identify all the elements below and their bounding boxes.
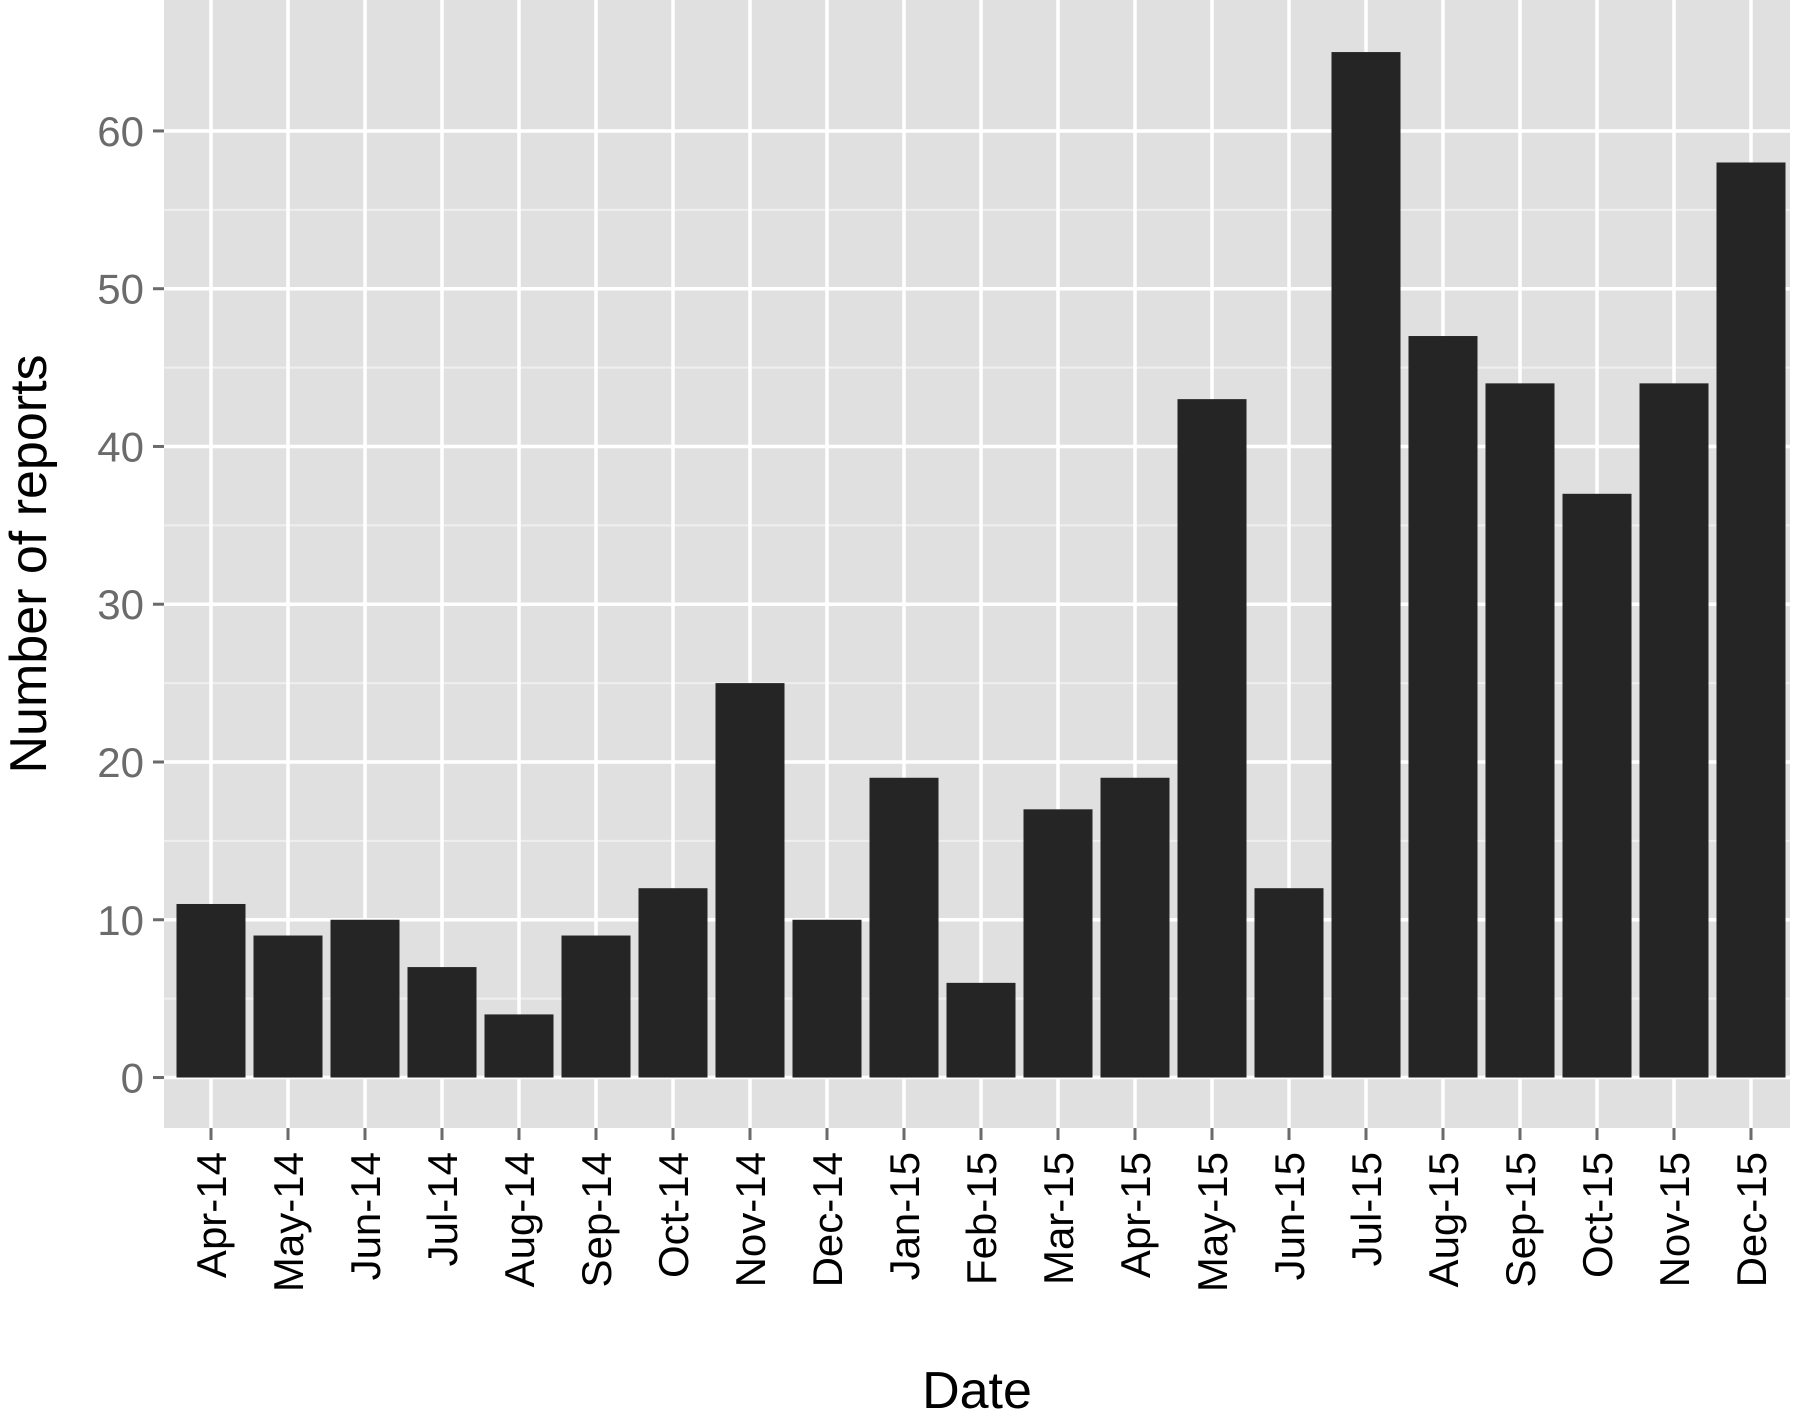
bar-Jul-15: [1331, 52, 1401, 1078]
bar-Nov-14: [715, 683, 785, 1078]
bar-Jan-15: [869, 777, 939, 1078]
x-tick-label: Nov-15: [1651, 1152, 1698, 1287]
y-axis-title: Number of reports: [0, 354, 58, 773]
x-tick-label: Jul-14: [419, 1152, 466, 1266]
x-tick-label: Apr-15: [1112, 1152, 1159, 1278]
x-tick-label: May-15: [1189, 1152, 1236, 1292]
x-tick-label: Sep-15: [1497, 1152, 1544, 1287]
x-tick-label: Dec-14: [804, 1152, 851, 1287]
bar-Dec-15: [1716, 162, 1786, 1078]
x-axis: Apr-14 May-14 Jun-14 Jul-14 Aug-14 Sep-14 Oct-…: [188, 1128, 1775, 1292]
x-tick-label: Sep-14: [573, 1152, 620, 1287]
bar-Oct-15: [1562, 493, 1632, 1078]
x-tick-label: Nov-14: [727, 1152, 774, 1287]
x-tick-label: Jun-15: [1266, 1152, 1313, 1280]
x-tick-label: Mar-15: [1035, 1152, 1082, 1285]
x-tick-label: Aug-15: [1420, 1152, 1467, 1287]
bar-Sep-14: [561, 935, 631, 1078]
bar-Aug-14: [484, 1014, 554, 1078]
y-axis: 0 10 20 30 40 50 60: [97, 108, 164, 1102]
bar-Jun-14: [330, 919, 400, 1078]
x-tick-label: Oct-14: [650, 1152, 697, 1278]
x-tick-label: Oct-15: [1574, 1152, 1621, 1278]
y-tick-label: 20: [97, 739, 144, 786]
bar-May-15: [1177, 399, 1247, 1078]
y-tick-label: 30: [97, 581, 144, 628]
x-tick-label: May-14: [265, 1152, 312, 1292]
bar-Aug-15: [1408, 336, 1478, 1078]
y-tick-label: 40: [97, 423, 144, 470]
bar-May-14: [253, 935, 323, 1078]
y-tick-label: 0: [121, 1055, 144, 1102]
x-tick-label: Apr-14: [188, 1152, 235, 1278]
x-axis-title: Date: [922, 1362, 1032, 1416]
bar-Mar-15: [1023, 809, 1093, 1078]
x-tick-label: Jan-15: [881, 1152, 928, 1280]
bar-Feb-15: [946, 982, 1016, 1078]
y-tick-label: 10: [97, 897, 144, 944]
bar-Oct-14: [638, 888, 708, 1078]
bar-Apr-14: [176, 903, 246, 1078]
y-tick-label: 60: [97, 108, 144, 155]
bar-Jun-15: [1254, 888, 1324, 1078]
bar-Apr-15: [1100, 777, 1170, 1078]
bar-Nov-15: [1639, 383, 1709, 1078]
y-tick-label: 50: [97, 266, 144, 313]
bar-Jul-14: [407, 967, 477, 1078]
bar-Dec-14: [792, 919, 862, 1078]
bar-Sep-15: [1485, 383, 1555, 1078]
x-tick-label: Aug-14: [496, 1152, 543, 1287]
bars: [176, 52, 1786, 1078]
x-tick-label: Jun-14: [342, 1152, 389, 1280]
x-tick-label: Dec-15: [1728, 1152, 1775, 1287]
x-tick-label: Feb-15: [958, 1152, 1005, 1285]
x-tick-label: Jul-15: [1343, 1152, 1390, 1266]
